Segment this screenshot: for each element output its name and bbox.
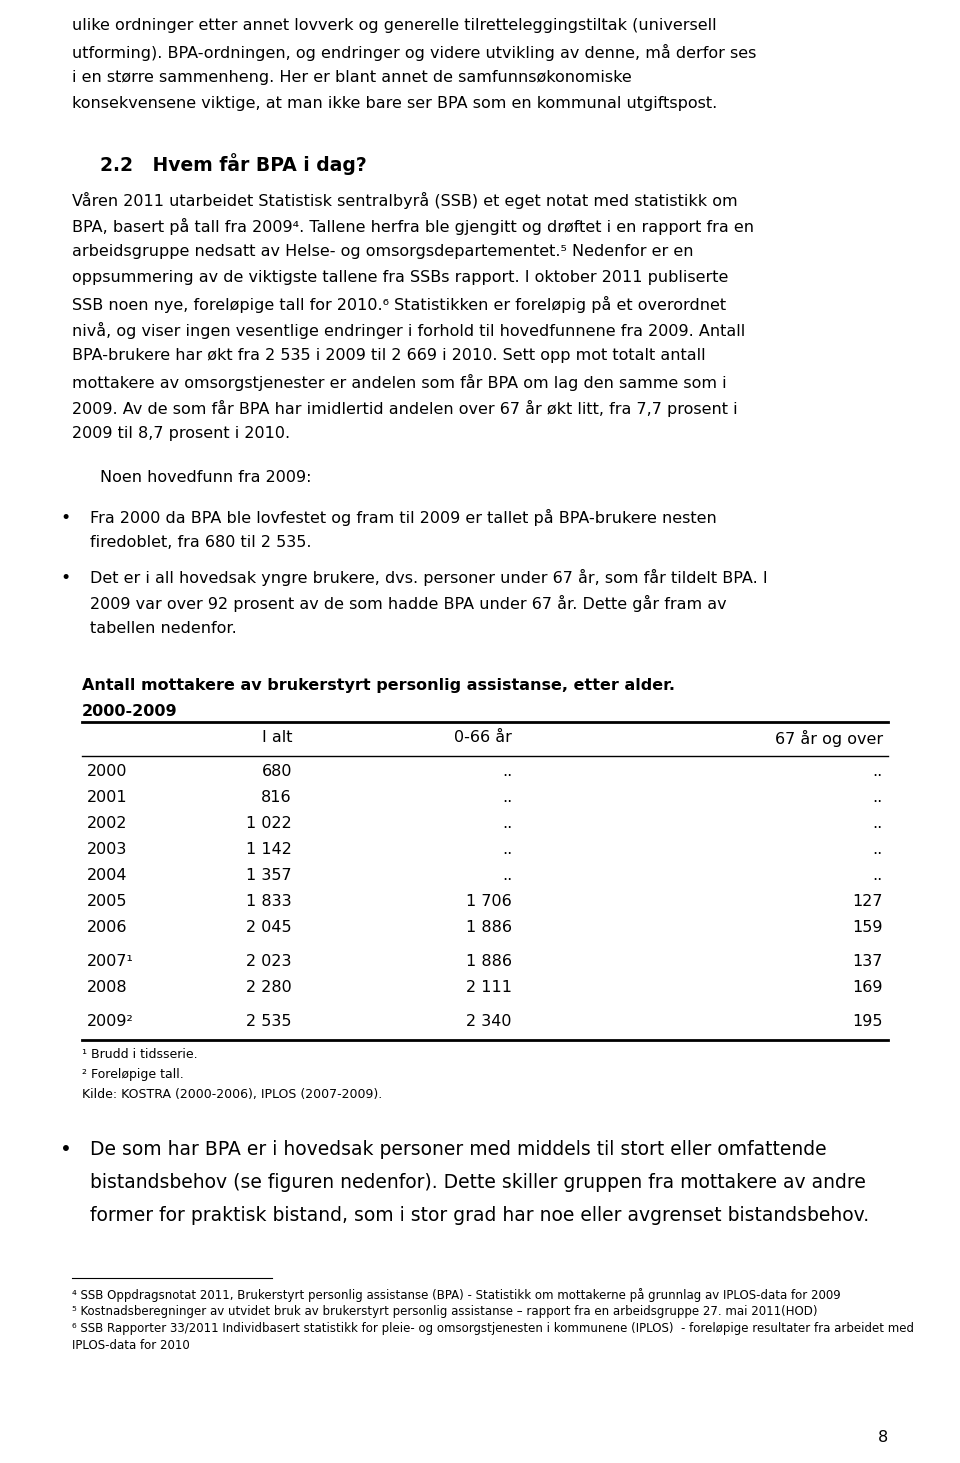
Text: Våren 2011 utarbeidet Statistisk sentralbyrå (SSB) et eget notat med statistikk : Våren 2011 utarbeidet Statistisk sentral…	[72, 192, 737, 209]
Text: ..: ..	[873, 843, 883, 857]
Text: 0-66 år: 0-66 år	[454, 730, 512, 746]
Text: 2004: 2004	[87, 869, 128, 884]
Text: 2003: 2003	[87, 843, 128, 857]
Text: 195: 195	[852, 1014, 883, 1030]
Text: 2 111: 2 111	[466, 980, 512, 995]
Text: ..: ..	[502, 790, 512, 806]
Text: 137: 137	[852, 954, 883, 970]
Text: ..: ..	[873, 764, 883, 780]
Text: nivå, og viser ingen vesentlige endringer i forhold til hovedfunnene fra 2009. A: nivå, og viser ingen vesentlige endringe…	[72, 322, 745, 339]
Text: •: •	[60, 509, 70, 527]
Text: ⁶ SSB Rapporter 33/2011 Individbasert statistikk for pleie- og omsorgstjenesten : ⁶ SSB Rapporter 33/2011 Individbasert st…	[72, 1323, 914, 1336]
Text: SSB noen nye, foreløpige tall for 2010.⁶ Statistikken er foreløpig på et overord: SSB noen nye, foreløpige tall for 2010.⁶…	[72, 296, 726, 313]
Text: 2 023: 2 023	[247, 954, 292, 970]
Text: ² Foreløpige tall.: ² Foreløpige tall.	[82, 1068, 183, 1081]
Text: tabellen nedenfor.: tabellen nedenfor.	[90, 622, 237, 636]
Text: 1 886: 1 886	[466, 954, 512, 970]
Text: 2 045: 2 045	[247, 920, 292, 935]
Text: ¹ Brudd i tidsserie.: ¹ Brudd i tidsserie.	[82, 1049, 198, 1061]
Text: Det er i all hovedsak yngre brukere, dvs. personer under 67 år, som får tildelt : Det er i all hovedsak yngre brukere, dvs…	[90, 569, 768, 587]
Text: 2008: 2008	[87, 980, 128, 995]
Text: mottakere av omsorgstjenester er andelen som får BPA om lag den samme som i: mottakere av omsorgstjenester er andelen…	[72, 375, 727, 391]
Text: 1 706: 1 706	[467, 894, 512, 910]
Text: 2009 var over 92 prosent av de som hadde BPA under 67 år. Dette går fram av: 2009 var over 92 prosent av de som hadde…	[90, 595, 727, 612]
Text: utforming). BPA-ordningen, og endringer og videre utvikling av denne, må derfor : utforming). BPA-ordningen, og endringer …	[72, 44, 756, 61]
Text: 67 år og over: 67 år og over	[775, 730, 883, 748]
Text: ..: ..	[873, 869, 883, 884]
Text: ulike ordninger etter annet lovverk og generelle tilretteleggingstiltak (univers: ulike ordninger etter annet lovverk og g…	[72, 18, 716, 34]
Text: Fra 2000 da BPA ble lovfestet og fram til 2009 er tallet på BPA-brukere nesten: Fra 2000 da BPA ble lovfestet og fram ti…	[90, 509, 717, 527]
Text: Antall mottakere av brukerstyrt personlig assistanse, etter alder.: Antall mottakere av brukerstyrt personli…	[82, 679, 675, 693]
Text: 1 357: 1 357	[247, 869, 292, 884]
Text: 2000: 2000	[87, 764, 128, 780]
Text: 8: 8	[877, 1429, 888, 1445]
Text: BPA, basert på tall fra 2009⁴. Tallene herfra ble gjengitt og drøftet i en rappo: BPA, basert på tall fra 2009⁴. Tallene h…	[72, 218, 754, 236]
Text: 2 280: 2 280	[247, 980, 292, 995]
Text: 2006: 2006	[87, 920, 128, 935]
Text: •: •	[60, 569, 70, 587]
Text: 680: 680	[261, 764, 292, 780]
Text: 1 833: 1 833	[247, 894, 292, 910]
Text: konsekvensene viktige, at man ikke bare ser BPA som en kommunal utgiftspost.: konsekvensene viktige, at man ikke bare …	[72, 97, 717, 111]
Text: arbeidsgruppe nedsatt av Helse- og omsorgsdepartementet.⁵ Nedenfor er en: arbeidsgruppe nedsatt av Helse- og omsor…	[72, 244, 693, 259]
Text: 2009 til 8,7 prosent i 2010.: 2009 til 8,7 prosent i 2010.	[72, 426, 290, 442]
Text: ..: ..	[502, 816, 512, 831]
Text: ⁴ SSB Oppdragsnotat 2011, Brukerstyrt personlig assistanse (BPA) - Statistikk om: ⁴ SSB Oppdragsnotat 2011, Brukerstyrt pe…	[72, 1289, 841, 1302]
Text: 1 886: 1 886	[466, 920, 512, 935]
Text: ⁵ Kostnadsberegninger av utvidet bruk av brukerstyrt personlig assistanse – rapp: ⁵ Kostnadsberegninger av utvidet bruk av…	[72, 1305, 818, 1318]
Text: De som har BPA er i hovedsak personer med middels til stort eller omfattende: De som har BPA er i hovedsak personer me…	[90, 1140, 827, 1159]
Text: I alt: I alt	[261, 730, 292, 746]
Text: 2005: 2005	[87, 894, 128, 910]
Text: Noen hovedfunn fra 2009:: Noen hovedfunn fra 2009:	[100, 471, 311, 486]
Text: ..: ..	[502, 869, 512, 884]
Text: ..: ..	[502, 764, 512, 780]
Text: 816: 816	[261, 790, 292, 806]
Text: 2009. Av de som får BPA har imidlertid andelen over 67 år økt litt, fra 7,7 pros: 2009. Av de som får BPA har imidlertid a…	[72, 401, 737, 417]
Text: 2 340: 2 340	[467, 1014, 512, 1030]
Text: oppsummering av de viktigste tallene fra SSBs rapport. I oktober 2011 publiserte: oppsummering av de viktigste tallene fra…	[72, 271, 729, 285]
Text: 169: 169	[852, 980, 883, 995]
Text: 159: 159	[852, 920, 883, 935]
Text: Kilde: KOSTRA (2000-2006), IPLOS (2007-2009).: Kilde: KOSTRA (2000-2006), IPLOS (2007-2…	[82, 1088, 382, 1102]
Text: 1 142: 1 142	[246, 843, 292, 857]
Text: 2001: 2001	[87, 790, 128, 806]
Text: 2007¹: 2007¹	[87, 954, 133, 970]
Text: bistandsbehov (se figuren nedenfor). Dette skiller gruppen fra mottakere av andr: bistandsbehov (se figuren nedenfor). Det…	[90, 1173, 866, 1192]
Text: 2 535: 2 535	[247, 1014, 292, 1030]
Text: •: •	[60, 1140, 72, 1159]
Text: 2009²: 2009²	[87, 1014, 133, 1030]
Text: 1 022: 1 022	[247, 816, 292, 831]
Text: IPLOS-data for 2010: IPLOS-data for 2010	[72, 1340, 190, 1352]
Text: 2000-2009: 2000-2009	[82, 704, 178, 720]
Text: 127: 127	[852, 894, 883, 910]
Text: i en større sammenheng. Her er blant annet de samfunnsøkonomiske: i en større sammenheng. Her er blant ann…	[72, 70, 632, 85]
Text: ..: ..	[873, 790, 883, 806]
Text: 2.2   Hvem får BPA i dag?: 2.2 Hvem får BPA i dag?	[100, 154, 367, 176]
Text: ..: ..	[873, 816, 883, 831]
Text: ..: ..	[502, 843, 512, 857]
Text: 2002: 2002	[87, 816, 128, 831]
Text: former for praktisk bistand, som i stor grad har noe eller avgrenset bistandsbeh: former for praktisk bistand, som i stor …	[90, 1207, 869, 1226]
Text: BPA-brukere har økt fra 2 535 i 2009 til 2 669 i 2010. Sett opp mot totalt antal: BPA-brukere har økt fra 2 535 i 2009 til…	[72, 348, 706, 363]
Text: firedoblet, fra 680 til 2 535.: firedoblet, fra 680 til 2 535.	[90, 535, 311, 550]
